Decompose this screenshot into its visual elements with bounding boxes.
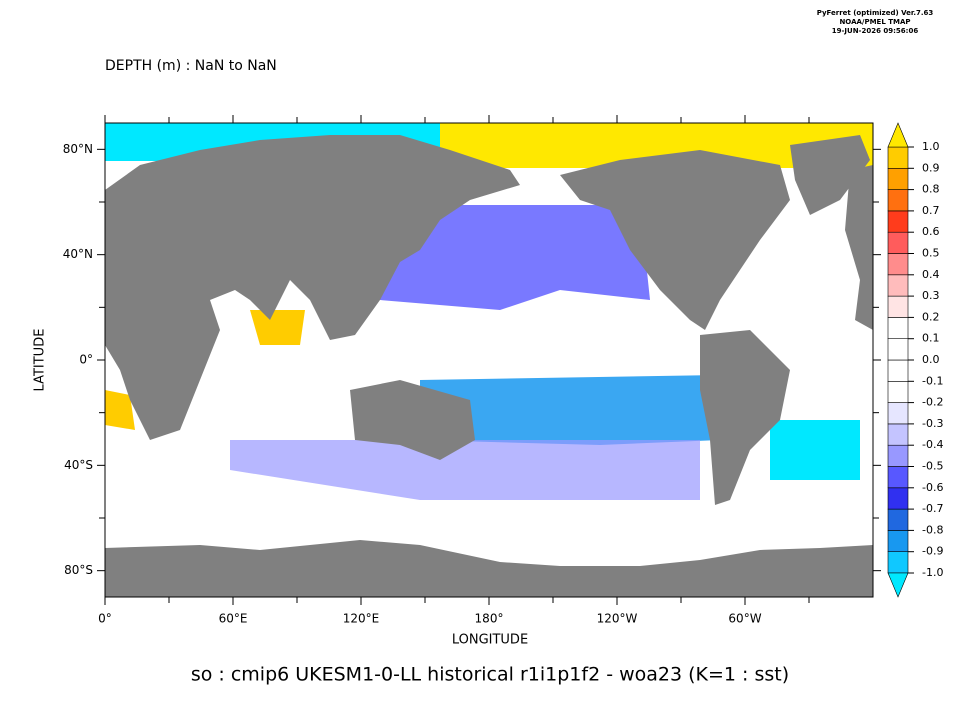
colorbar-box: [887, 146, 909, 169]
colorbar-label: -1.0: [922, 566, 943, 579]
colorbar-label: 0.6: [922, 225, 940, 238]
y-tick-label: 40°N: [63, 247, 93, 261]
colorbar-box: [887, 231, 909, 254]
colorbar-label: 0.4: [922, 268, 940, 281]
subtitle: so : cmip6 UKESM1-0-LL historical r1i1p1…: [191, 664, 789, 686]
ocean-patch: [420, 375, 720, 445]
org-label: NOAA/PMEL TMAP: [839, 18, 910, 26]
colorbar-box: [887, 380, 909, 403]
y-tick-label: 40°S: [64, 458, 93, 472]
west-africa-europe: [845, 165, 873, 330]
x-tick-label: 120°E: [343, 612, 380, 626]
y-tick-label: 80°S: [64, 563, 93, 577]
y-tick-label: 0°: [79, 353, 93, 367]
eurasia-africa: [105, 135, 520, 440]
map-field: [104, 122, 874, 598]
colorbar-box: [887, 423, 909, 446]
ocean-patch: [770, 420, 860, 480]
x-tick-label: 120°W: [597, 612, 638, 626]
colorbar-label: 0.9: [922, 161, 940, 174]
colorbar-label: -0.9: [922, 545, 943, 558]
colorbar-label: -0.5: [922, 460, 943, 473]
north-america: [560, 150, 790, 330]
colorbar-label: -0.1: [922, 374, 943, 387]
antarctica: [105, 540, 873, 597]
program-label: PyFerret (optimized) Ver.7.63: [817, 9, 934, 17]
y-tick-label: 80°N: [63, 142, 93, 156]
greenland: [790, 135, 870, 215]
chart-title: DEPTH (m) : NaN to NaN: [105, 58, 277, 74]
x-tick-label: 60°E: [219, 612, 248, 626]
ocean-patch: [380, 205, 650, 310]
colorbar-box: [887, 253, 909, 276]
colorbar-label: 0.3: [922, 289, 940, 302]
colorbar-box: [887, 508, 909, 531]
colorbar-box: [887, 295, 909, 318]
colorbar-label: 0.0: [922, 353, 940, 366]
colorbar-label: 0.2: [922, 310, 940, 323]
australia: [350, 380, 475, 460]
colorbar-box: [887, 168, 909, 190]
colorbar-box: [887, 274, 909, 297]
colorbar-box: [887, 189, 909, 212]
ocean-patch: [230, 440, 700, 500]
colorbar-box: [887, 359, 909, 382]
colorbar-over: [887, 122, 909, 148]
colorbar-box: [887, 487, 909, 510]
colorbar-box: [887, 317, 909, 339]
colorbar-box: [887, 338, 909, 361]
colorbar-under: [887, 572, 909, 598]
colorbar-label: 0.1: [922, 332, 940, 345]
colorbar-box: [887, 530, 909, 553]
colorbar-label: 1.0: [922, 140, 940, 153]
colorbar-label: -0.7: [922, 502, 943, 515]
colorbar-label: -0.8: [922, 523, 943, 536]
colorbar-label: -0.3: [922, 417, 943, 430]
land: [105, 135, 873, 597]
x-tick-label: 0°: [98, 612, 112, 626]
ocean-patch: [250, 310, 305, 345]
x-tick-label: 180°: [475, 612, 504, 626]
colorbar-label: -0.4: [922, 438, 943, 451]
south-america: [700, 330, 790, 505]
colorbar-label: 0.7: [922, 204, 940, 217]
x-tick-label: 60°W: [728, 612, 761, 626]
colorbar-label: -0.6: [922, 481, 943, 494]
colorbar-label: 0.5: [922, 247, 940, 260]
colorbar-box: [887, 444, 909, 467]
ocean-patch: [105, 390, 135, 430]
colorbar-box: [887, 551, 909, 574]
colorbar-box: [887, 402, 909, 425]
colorbar-box: [887, 466, 909, 489]
x-axis-label: LONGITUDE: [452, 633, 528, 648]
colorbar-label: -0.2: [922, 396, 943, 409]
colorbar-box: [887, 210, 909, 233]
date-label: 19-JUN-2026 09:56:06: [832, 27, 919, 35]
y-axis-label: LATITUDE: [33, 329, 48, 392]
colorbar-label: 0.8: [922, 183, 940, 196]
